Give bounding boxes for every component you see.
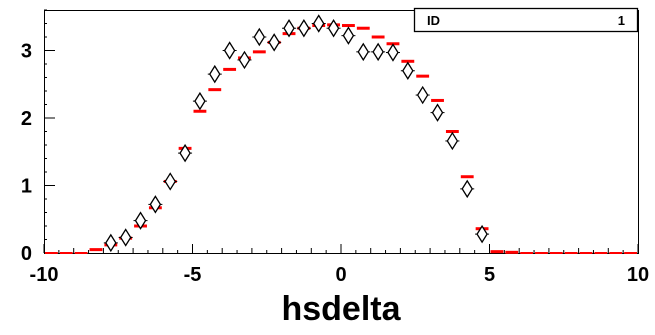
data-point <box>223 41 236 60</box>
legend-label: ID <box>427 13 440 28</box>
data-point <box>372 42 384 62</box>
data-point <box>134 211 147 230</box>
x-axis: -10 -5 0 5 10 <box>30 244 649 286</box>
x-tick-label: -10 <box>30 264 59 286</box>
y-axis: 0 1 2 3 <box>21 9 55 265</box>
y-tick-label: 1 <box>21 176 32 198</box>
x-tick-label: 5 <box>484 264 495 286</box>
data-point <box>357 42 370 62</box>
x-axis-label: hsdelta <box>281 290 401 328</box>
data-point <box>238 50 251 70</box>
data-point <box>446 131 459 151</box>
y-tick-label: 3 <box>21 41 32 63</box>
plot-frame <box>44 10 639 254</box>
data-point <box>402 61 414 80</box>
data-point <box>253 27 266 47</box>
x-tick-label: 10 <box>627 264 649 286</box>
data-series <box>45 14 637 254</box>
y-tick-label: 2 <box>21 108 32 130</box>
legend-frame <box>413 7 639 33</box>
data-point <box>312 14 325 33</box>
data-point <box>149 195 162 214</box>
data-point <box>431 103 444 122</box>
legend-value: 1 <box>618 13 625 28</box>
data-point <box>209 64 221 84</box>
data-point <box>327 18 340 38</box>
data-point <box>476 224 488 244</box>
data-point <box>179 143 191 163</box>
x-tick-label: -5 <box>184 264 202 286</box>
data-point <box>283 18 295 38</box>
x-tick-label: 0 <box>335 264 346 286</box>
data-point <box>105 233 117 253</box>
data-point <box>342 26 355 45</box>
data-point <box>268 33 280 52</box>
legend-box: ID 1 <box>413 7 639 33</box>
data-point <box>194 91 206 111</box>
data-point <box>119 228 132 247</box>
data-point <box>164 172 176 191</box>
data-point <box>387 43 399 62</box>
data-point <box>461 179 473 199</box>
y-tick-label: 0 <box>21 243 32 265</box>
data-point <box>416 85 429 105</box>
data-point <box>298 18 310 38</box>
